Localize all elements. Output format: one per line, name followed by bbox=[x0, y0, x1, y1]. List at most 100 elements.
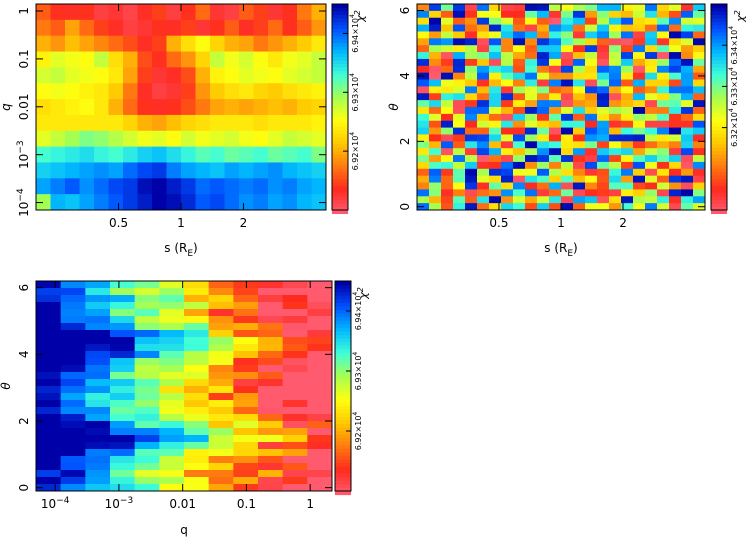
heatmap-cell bbox=[253, 35, 269, 52]
heatmap-cell bbox=[210, 51, 225, 68]
heatmap-cell bbox=[184, 477, 210, 485]
heatmap-cell bbox=[282, 288, 308, 296]
heatmap-cell bbox=[137, 114, 153, 132]
heatmap-cell bbox=[621, 38, 634, 46]
colorbar-segment bbox=[332, 105, 348, 110]
colorbar-segment bbox=[332, 28, 348, 33]
heatmap-cell bbox=[609, 203, 622, 211]
heatmap-cell bbox=[85, 358, 111, 366]
colorbar-segment bbox=[335, 313, 351, 318]
colorbar-segment bbox=[335, 402, 351, 407]
heatmap-cell bbox=[633, 161, 646, 170]
heatmap-cell bbox=[681, 52, 694, 60]
heatmap-cell bbox=[633, 155, 646, 163]
heatmap-cell bbox=[195, 146, 211, 163]
heatmap-cell bbox=[501, 175, 514, 183]
heatmap-cell bbox=[477, 161, 490, 170]
colorbar-segment bbox=[711, 192, 727, 197]
heatmap-cell bbox=[233, 435, 259, 443]
heatmap-cell bbox=[297, 162, 312, 179]
heatmap-cell bbox=[181, 162, 196, 179]
heatmap-cell bbox=[181, 178, 196, 195]
heatmap-cell bbox=[36, 351, 62, 359]
heatmap-cell bbox=[282, 35, 298, 52]
heatmap-cell bbox=[549, 86, 562, 94]
heatmap-cell bbox=[36, 400, 62, 408]
heatmap-cell bbox=[307, 379, 333, 387]
colorbar-segment bbox=[335, 405, 351, 410]
colorbar-segment bbox=[335, 362, 351, 367]
heatmap-cell bbox=[453, 141, 466, 149]
heatmap-cell bbox=[282, 309, 308, 317]
heatmap-cell bbox=[489, 182, 502, 190]
colorbar-segment bbox=[335, 483, 351, 488]
heatmap-cell bbox=[65, 178, 80, 195]
heatmap-cell bbox=[501, 127, 514, 135]
heatmap-cell bbox=[152, 114, 167, 132]
heatmap-cell bbox=[311, 99, 327, 116]
heatmap-cell bbox=[513, 168, 526, 177]
heatmap-cell bbox=[609, 127, 622, 135]
heatmap-cell bbox=[609, 10, 622, 19]
heatmap-cell bbox=[645, 93, 658, 101]
heatmap-cell bbox=[585, 58, 598, 67]
heatmap-cell bbox=[268, 67, 283, 84]
heatmap-cell bbox=[79, 4, 95, 21]
colorbar-segment bbox=[335, 398, 351, 403]
heatmap-cell bbox=[311, 130, 327, 148]
heatmap-cell bbox=[65, 99, 80, 116]
colorbar-segment bbox=[711, 164, 727, 169]
heatmap-cell bbox=[669, 79, 682, 87]
heatmap-cell bbox=[36, 414, 62, 422]
heatmap-cell bbox=[282, 428, 308, 436]
heatmap-cell bbox=[597, 203, 610, 211]
heatmap-cell bbox=[134, 365, 160, 373]
colorbar-segment bbox=[335, 281, 351, 286]
colorbar-segment bbox=[332, 73, 348, 78]
heatmap-cell bbox=[693, 161, 706, 170]
heatmap-cell bbox=[525, 182, 538, 190]
heatmap-cell bbox=[465, 141, 478, 149]
heatmap-cell bbox=[441, 148, 454, 156]
heatmap-cell bbox=[549, 93, 562, 101]
colorbar-segment bbox=[332, 206, 348, 211]
heatmap-cell bbox=[549, 45, 562, 53]
heatmap-cell bbox=[258, 295, 284, 303]
heatmap-cell bbox=[110, 400, 136, 408]
heatmap-cell bbox=[208, 428, 234, 436]
heatmap-cell bbox=[657, 189, 670, 197]
heatmap-cell bbox=[597, 175, 610, 183]
heatmap-cell bbox=[224, 162, 240, 179]
heatmap-cell bbox=[441, 161, 454, 170]
heatmap-cell bbox=[195, 162, 211, 179]
heatmap-cell bbox=[94, 51, 109, 68]
colorbar-segment bbox=[332, 171, 348, 176]
heatmap-cell bbox=[208, 323, 234, 331]
heatmap-cell bbox=[134, 379, 160, 387]
colorbar-segment bbox=[711, 77, 727, 82]
heatmap-cell bbox=[239, 83, 254, 100]
heatmap-cell bbox=[108, 99, 124, 116]
heatmap-cell bbox=[681, 45, 694, 53]
heatmap-cell bbox=[307, 330, 333, 338]
heatmap-cell bbox=[657, 107, 670, 115]
heatmap-cell bbox=[253, 130, 269, 148]
heatmap-cell bbox=[513, 72, 526, 80]
heatmap-cell bbox=[184, 379, 210, 387]
heatmap-cell bbox=[513, 148, 526, 156]
heatmap-cell bbox=[110, 435, 136, 443]
heatmap-cell bbox=[537, 17, 550, 25]
heatmap-cell bbox=[60, 330, 86, 338]
heatmap-cell bbox=[181, 19, 196, 37]
heatmap-cell bbox=[573, 120, 586, 128]
heatmap-cell bbox=[224, 194, 240, 211]
heatmap-cell bbox=[429, 134, 442, 142]
heatmap-cell bbox=[233, 288, 259, 296]
heatmap-cell bbox=[282, 178, 298, 195]
heatmap-cell bbox=[597, 79, 610, 87]
heatmap-cell bbox=[681, 182, 694, 190]
heatmap-cell bbox=[645, 120, 658, 128]
heatmap-cell bbox=[657, 10, 670, 19]
heatmap-cell bbox=[489, 134, 502, 142]
